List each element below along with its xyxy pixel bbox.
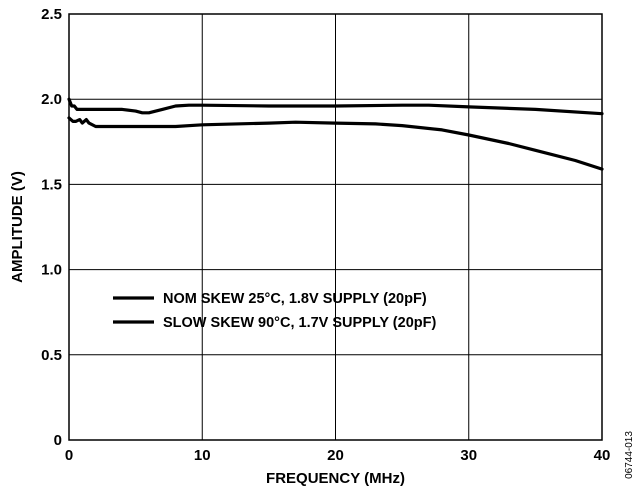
y-tick-label: 0	[54, 432, 62, 449]
x-axis-label: FREQUENCY (MHz)	[266, 470, 405, 487]
legend-label-nom-skew: NOM SKEW 25°C, 1.8V SUPPLY (20pF)	[163, 291, 427, 307]
x-tick-label: 0	[65, 447, 73, 464]
x-tick-label: 30	[460, 447, 477, 464]
y-tick-label: 2.0	[41, 91, 62, 108]
plot-frame	[68, 13, 603, 441]
series-layer	[67, 97, 604, 171]
y-axis-label: AMPLITUDE (V)	[9, 171, 26, 283]
legend: NOM SKEW 25°C, 1.8V SUPPLY (20pF) SLOW S…	[113, 291, 436, 331]
tick-labels: 0 10 20 30 40 0 0.5 1.0 1.5 2.0 2.5	[41, 6, 610, 464]
x-tick-label: 40	[594, 447, 611, 464]
y-tick-label: 1.5	[41, 176, 62, 193]
y-tick-label: 0.5	[41, 347, 62, 364]
legend-label-slow-skew: SLOW SKEW 90°C, 1.7V SUPPLY (20pF)	[163, 315, 436, 331]
series-line-1	[67, 116, 604, 171]
x-tick-label: 20	[327, 447, 344, 464]
y-tick-label: 1.0	[41, 262, 62, 279]
grid	[69, 14, 602, 440]
series-line-0	[67, 97, 604, 116]
x-tick-label: 10	[194, 447, 211, 464]
figure-id: 06744-013	[624, 431, 635, 479]
y-tick-label: 2.5	[41, 6, 62, 23]
